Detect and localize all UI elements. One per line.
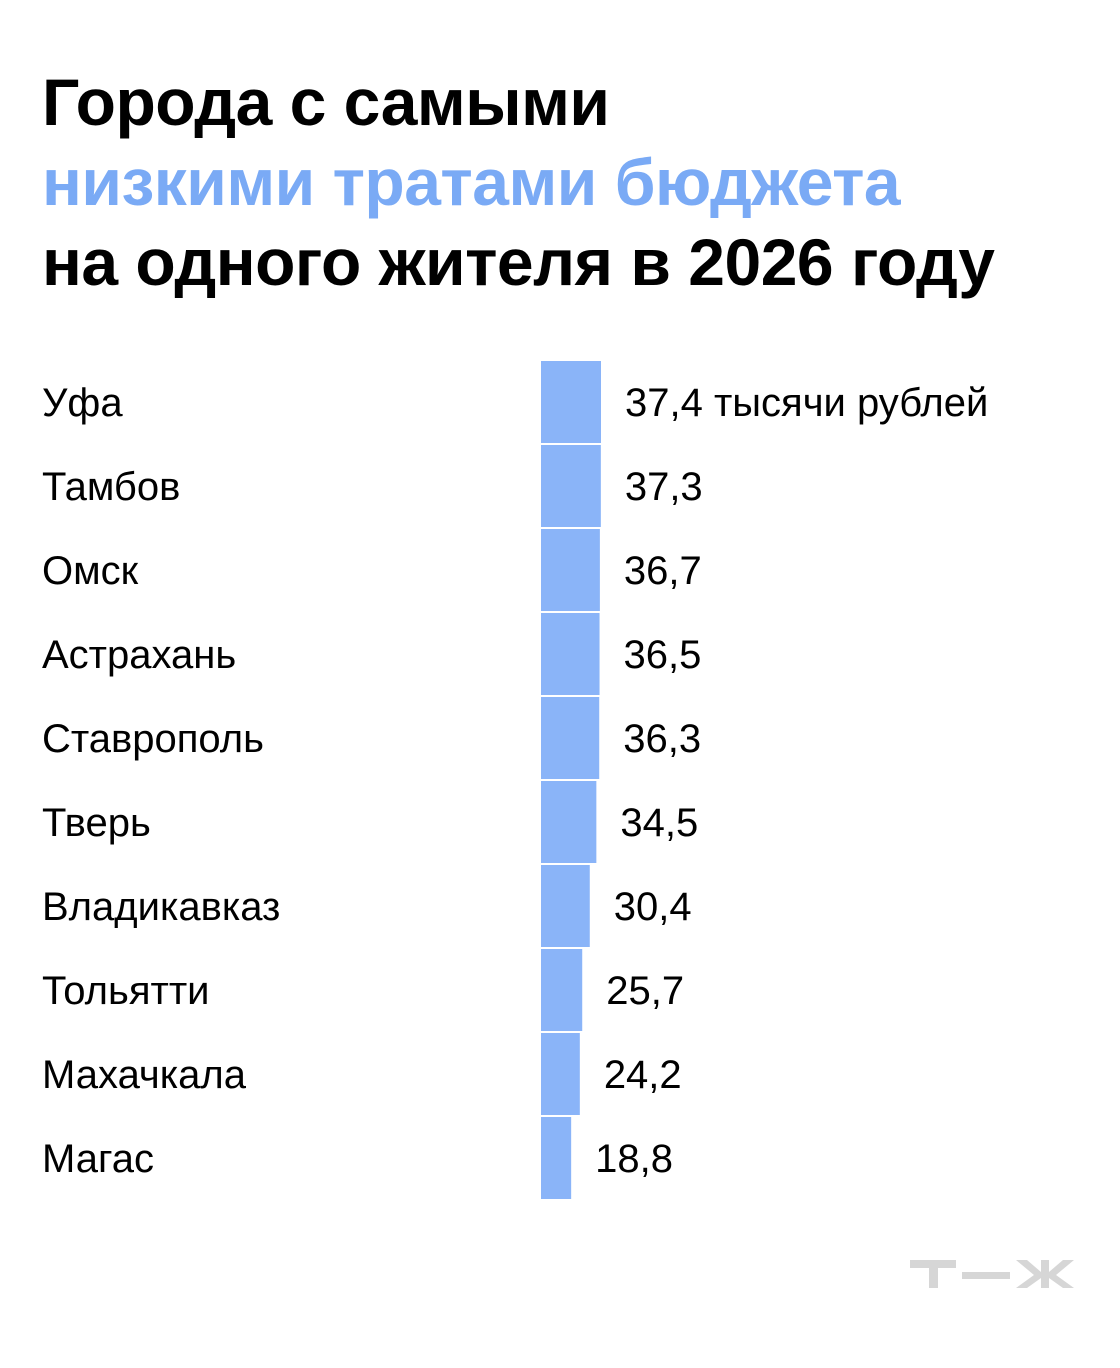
bar — [541, 865, 590, 947]
category-label: Магас — [42, 1137, 154, 1181]
bar — [541, 361, 601, 443]
value-label: 37,4 тысячи рублей — [625, 381, 988, 425]
title-line-1: Города с самыми — [42, 65, 610, 139]
value-label: 30,4 — [614, 885, 692, 929]
tzh-logo — [910, 1260, 1074, 1288]
bar — [541, 1117, 572, 1199]
category-label: Омск — [42, 549, 139, 593]
title-line-2-highlight: низкими тратами бюджета — [42, 145, 901, 219]
category-label: Тверь — [42, 801, 151, 845]
bar — [541, 445, 601, 527]
category-label: Владикавказ — [42, 885, 280, 929]
value-label: 36,5 — [624, 633, 702, 677]
category-label: Тольятти — [42, 969, 210, 1013]
bar — [541, 613, 600, 695]
bar — [541, 1033, 580, 1115]
category-label: Уфа — [42, 381, 123, 425]
title-line-3: на одного жителя в 2026 году — [42, 225, 995, 299]
bar — [541, 949, 583, 1031]
category-label: Махачкала — [42, 1053, 247, 1097]
bar — [541, 529, 600, 611]
value-label: 34,5 — [620, 801, 698, 845]
value-label: 24,2 — [604, 1053, 682, 1097]
category-label: Тамбов — [42, 465, 180, 509]
bar — [541, 697, 600, 779]
category-label: Астрахань — [42, 633, 236, 677]
value-label: 25,7 — [606, 969, 684, 1013]
value-label: 36,7 — [624, 549, 702, 593]
value-label: 37,3 — [625, 465, 703, 509]
value-label: 36,3 — [623, 717, 701, 761]
category-label: Ставрополь — [42, 717, 264, 761]
value-label: 18,8 — [595, 1137, 673, 1181]
chart-title: Города с самыми низкими тратами бюджета … — [42, 62, 995, 302]
bar — [541, 781, 597, 863]
